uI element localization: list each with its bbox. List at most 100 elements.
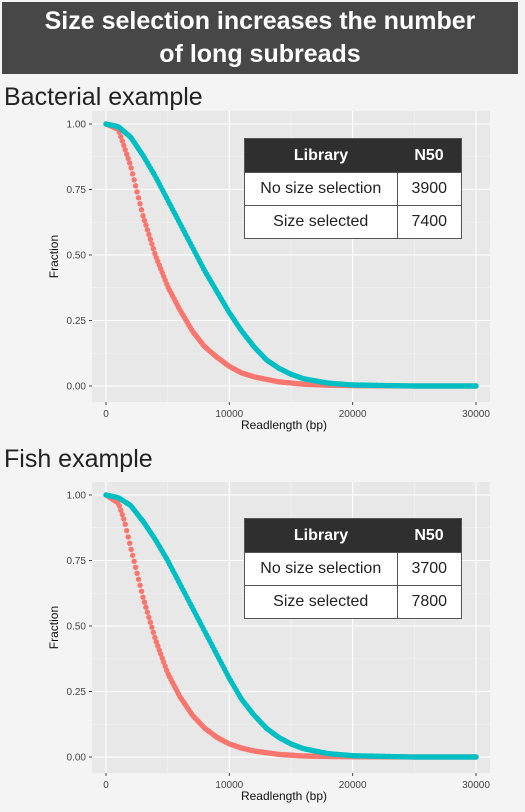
bacterial-section-title: Bacterial example xyxy=(4,83,203,111)
data-point xyxy=(155,643,161,649)
y-tick-label: 0.50 xyxy=(67,622,87,633)
data-point xyxy=(473,754,479,760)
title-line-1: Size selection increases the number xyxy=(44,7,476,35)
bacterial-n50-table: Library N50 No size selection 3900 Size … xyxy=(244,138,462,239)
table-cell-n50: 3900 xyxy=(396,172,462,206)
data-point xyxy=(162,663,168,670)
table-row: Size selected 7400 xyxy=(244,205,462,239)
data-point xyxy=(119,511,125,518)
x-tick-label: 10000 xyxy=(215,780,243,791)
data-point xyxy=(137,582,143,588)
y-tick-label: 0.25 xyxy=(67,316,87,327)
data-point xyxy=(125,534,131,540)
data-point xyxy=(152,634,158,641)
data-point xyxy=(146,614,152,621)
data-point xyxy=(138,588,145,594)
table-header-library: Library xyxy=(244,138,397,173)
data-point xyxy=(116,503,123,509)
data-point xyxy=(140,213,146,219)
series-1-points xyxy=(103,121,479,389)
data-point xyxy=(141,217,148,224)
table-cell-n50: 7400 xyxy=(396,205,462,239)
data-point xyxy=(149,624,155,631)
data-point xyxy=(124,527,130,534)
data-point xyxy=(129,552,136,559)
data-point xyxy=(128,546,134,553)
fish-section-title: Fish example xyxy=(4,445,153,473)
data-point xyxy=(135,195,142,201)
data-point xyxy=(131,558,137,565)
x-tick-label: 0 xyxy=(103,409,109,420)
data-point xyxy=(134,189,140,195)
data-point xyxy=(135,576,142,582)
table-header-row: Library N50 xyxy=(244,138,462,173)
y-tick-label: 1.00 xyxy=(67,491,87,502)
data-point xyxy=(144,227,151,233)
table-row: No size selection 3700 xyxy=(244,552,462,586)
data-point xyxy=(161,659,167,665)
x-tick-label: 30000 xyxy=(462,409,490,420)
data-point xyxy=(132,183,139,189)
data-point xyxy=(147,619,154,626)
data-point xyxy=(126,540,133,546)
table-cell-library: Size selected xyxy=(244,205,398,239)
x-tick-label: 20000 xyxy=(339,780,367,791)
y-tick-label: 0.75 xyxy=(67,556,87,567)
table-cell-n50: 3700 xyxy=(396,552,462,586)
data-point xyxy=(121,516,127,522)
data-point xyxy=(121,142,127,149)
data-point xyxy=(152,250,158,257)
y-axis-title: Fraction xyxy=(47,606,61,649)
data-point xyxy=(118,507,124,513)
table-header-n50: N50 xyxy=(397,138,462,173)
fish-n50-table: Library N50 No size selection 3700 Size … xyxy=(244,518,462,619)
y-tick-label: 0.00 xyxy=(67,382,87,393)
table-header-library: Library xyxy=(244,518,397,553)
data-point xyxy=(137,201,143,207)
title-line-2: of long subreads xyxy=(159,40,361,68)
data-point xyxy=(122,147,128,153)
y-tick-label: 0.75 xyxy=(67,185,87,196)
data-point xyxy=(473,383,479,389)
data-point xyxy=(158,651,164,657)
table-header-row: Library N50 xyxy=(244,518,462,553)
x-tick-label: 0 xyxy=(103,780,109,791)
table-cell-library: No size selection xyxy=(244,552,398,586)
x-tick-label: 10000 xyxy=(215,409,243,420)
table-row: Size selected 7800 xyxy=(244,585,462,619)
y-tick-label: 0.00 xyxy=(67,753,87,764)
y-axis-title: Fraction xyxy=(47,235,61,278)
data-point xyxy=(131,177,137,183)
data-point xyxy=(153,639,160,645)
data-point xyxy=(119,138,125,144)
data-point xyxy=(141,599,148,605)
data-point xyxy=(134,570,140,576)
data-point xyxy=(150,246,157,252)
title-banner: Size selection increases the number of l… xyxy=(2,2,518,74)
data-point xyxy=(149,241,155,247)
x-tick-label: 30000 xyxy=(462,780,490,791)
data-point xyxy=(128,165,134,171)
data-point xyxy=(125,155,131,162)
data-point xyxy=(143,222,149,228)
y-tick-label: 1.00 xyxy=(67,120,87,131)
data-point xyxy=(138,207,145,213)
x-tick-label: 20000 xyxy=(339,409,367,420)
x-axis-title: Readlength (bp) xyxy=(241,418,327,432)
data-point xyxy=(143,604,149,610)
table-cell-library: Size selected xyxy=(244,585,398,619)
data-point xyxy=(159,655,165,661)
data-point xyxy=(126,160,133,166)
table-header-n50: N50 xyxy=(397,518,462,553)
table-row: No size selection 3900 xyxy=(244,172,462,206)
data-point xyxy=(147,236,154,242)
x-axis-title: Readlength (bp) xyxy=(241,789,327,803)
y-tick-label: 0.25 xyxy=(67,687,87,698)
data-point xyxy=(146,231,152,238)
data-point xyxy=(156,647,162,653)
series-1-points xyxy=(103,492,479,760)
table-cell-library: No size selection xyxy=(244,172,398,206)
data-point xyxy=(132,564,139,571)
data-point xyxy=(140,594,146,600)
